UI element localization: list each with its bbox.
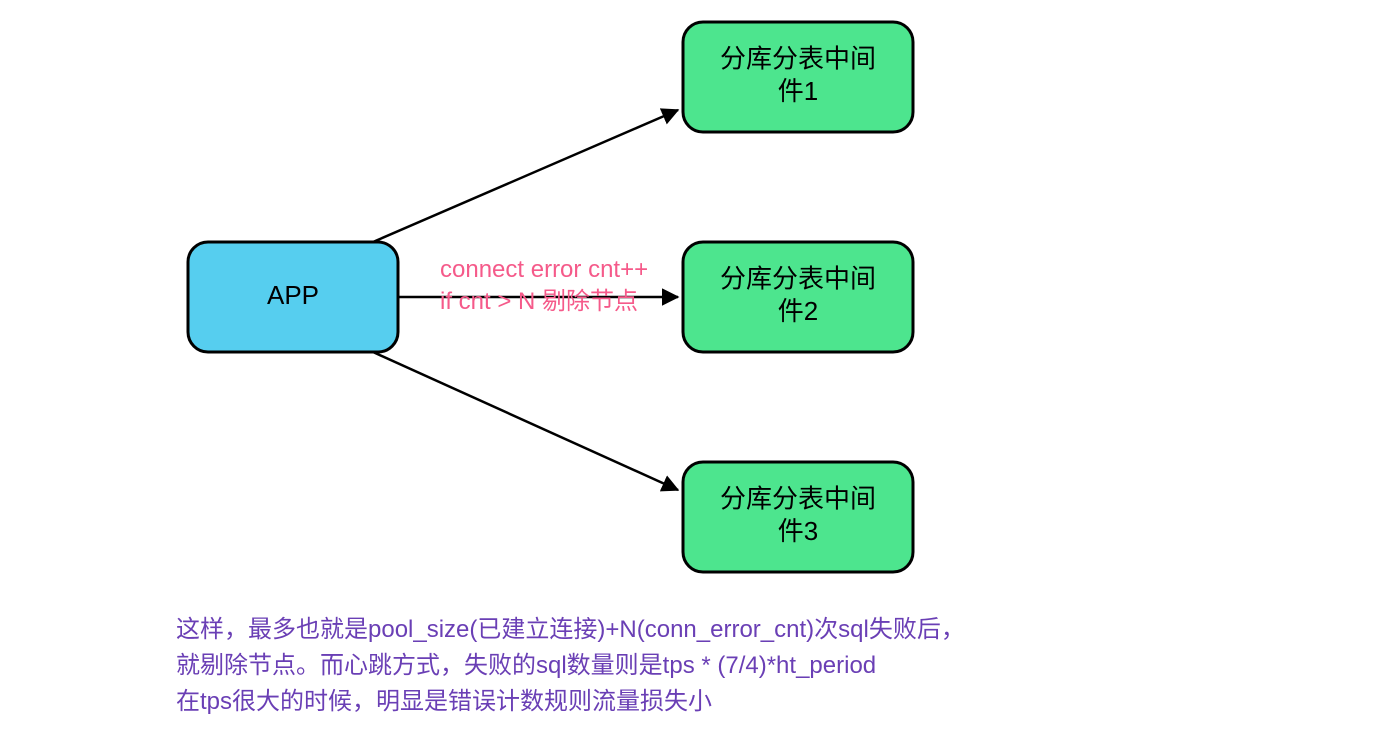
node-mw2: 分库分表中间件2	[683, 242, 913, 352]
node-mw1-label-line-0: 分库分表中间	[720, 44, 876, 74]
node-mw3-label-line-0: 分库分表中间	[720, 484, 876, 514]
node-mw2-label-line-0: 分库分表中间	[720, 264, 876, 294]
node-app-label-line-0: APP	[267, 280, 319, 310]
caption-line-0: 这样，最多也就是pool_size(已建立连接)+N(conn_error_cn…	[176, 616, 965, 643]
node-mw2-label-line-1: 件2	[778, 296, 818, 326]
node-mw3: 分库分表中间件3	[683, 462, 913, 572]
node-mw3-label-line-1: 件3	[778, 516, 818, 546]
node-mw1-label-line-1: 件1	[778, 76, 818, 106]
edge2-label-line-1: if cnt > N 剔除节点	[440, 288, 638, 315]
node-mw1: 分库分表中间件1	[683, 22, 913, 132]
caption-line-2: 在tps很大的时候，明显是错误计数规则流量损失小	[176, 688, 712, 715]
caption-line-1: 就剔除节点。而心跳方式，失败的sql数量则是tps * (7/4)*ht_per…	[176, 652, 876, 679]
edge2-label-line-0: connect error cnt++	[440, 256, 648, 283]
caption: 这样，最多也就是pool_size(已建立连接)+N(conn_error_cn…	[176, 616, 965, 715]
node-app: APP	[188, 242, 398, 352]
edge2-label: connect error cnt++ if cnt > N 剔除节点	[440, 256, 648, 315]
edge-e1	[373, 110, 678, 242]
edge-e3	[373, 352, 678, 490]
